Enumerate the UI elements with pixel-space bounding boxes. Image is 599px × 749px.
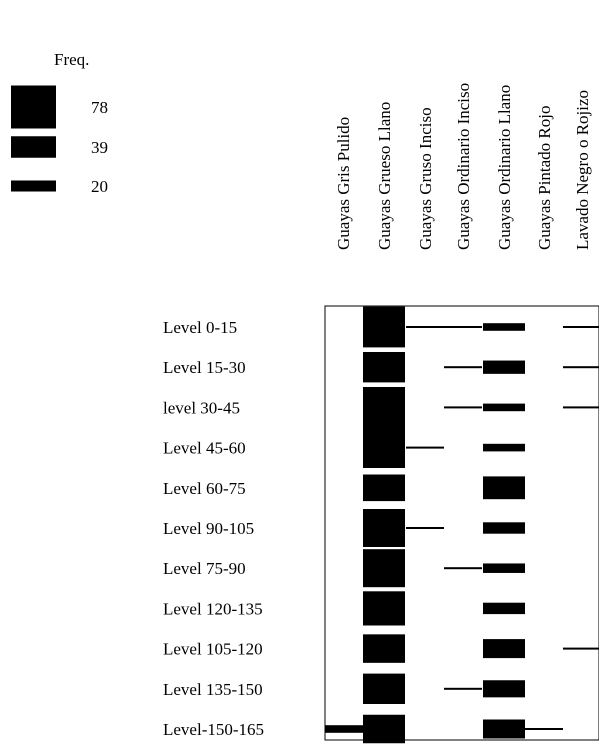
bar-level-135-150-guayas-ordinario-llano [483, 680, 525, 698]
bar-level-135-150-guayas-ordinario-inciso [444, 687, 482, 690]
column-labels: Guayas Gris Pulido Guayas Grueso Llano Gua… [334, 83, 592, 250]
bar-level-0-15-guayas-gruso-inciso [406, 326, 444, 328]
bar-level-30-45-guayas-ordinario-llano [483, 403, 525, 412]
bar-level-75-90-guayas-grueso-llano [363, 549, 405, 588]
row-label-level-15-30: Level 15-30 [163, 358, 246, 377]
bar-level-0-15-guayas-grueso-llano [363, 306, 405, 348]
bar-level-15-30-guayas-grueso-llano [363, 352, 405, 383]
row-label-level-30-45: level 30-45 [163, 398, 240, 417]
row-label-level-150-165: Level-150-165 [163, 720, 264, 739]
row-label-level-0-15: Level 0-15 [163, 318, 237, 337]
legend-label-78: 78 [91, 98, 108, 117]
bar-level-90-105-guayas-gruso-inciso [406, 527, 444, 529]
bar-level-15-30-guayas-ordinario-llano [483, 360, 525, 374]
bar-level-75-90-guayas-ordinario-inciso [444, 567, 482, 570]
bar-level-150-165-guayas-grueso-llano [363, 714, 405, 744]
column-label-lavado-negro-o-rojizo: Lavado Negro o Rojizo [573, 90, 592, 250]
bar-level-75-90-guayas-ordinario-llano [483, 563, 525, 573]
bar-level-90-105-guayas-grueso-llano [363, 509, 405, 547]
row-label-level-75-90: Level 75-90 [163, 559, 246, 578]
bar-level-120-135-guayas-grueso-llano [363, 591, 405, 626]
bar-level-60-75-guayas-ordinario-llano [483, 476, 525, 500]
chart-marks [325, 306, 599, 744]
bar-level-15-30-lavado-negro-o-rojizo [563, 366, 599, 369]
column-label-guayas-ordinario-llano: Guayas Ordinario Llano [495, 85, 514, 250]
bar-level-45-60-guayas-gruso-inciso [406, 446, 444, 449]
bar-level-45-60-guayas-ordinario-llano [483, 443, 525, 452]
row-labels: Level 0-15 Level 15-30 level 30-45 Level 45… [163, 318, 264, 739]
column-label-guayas-ordinario-inciso: Guayas Ordinario Inciso [454, 83, 473, 250]
legend: Freq. 78 39 20 [11, 50, 108, 196]
bar-level-150-165-guayas-gris-pulido [325, 725, 367, 733]
column-label-guayas-gris-pulido: Guayas Gris Pulido [334, 117, 353, 250]
legend-swatch-39 [11, 136, 56, 158]
bar-level-30-45-lavado-negro-o-rojizo [563, 406, 599, 409]
bar-level-45-60-guayas-grueso-llano [363, 427, 405, 468]
column-label-guayas-gruso-inciso: Guayas Gruso Inciso [416, 107, 435, 250]
row-label-level-135-150: Level 135-150 [163, 680, 263, 699]
plot-frame [324, 305, 599, 741]
row-label-level-120-135: Level 120-135 [163, 599, 263, 618]
row-label-level-105-120: Level 105-120 [163, 640, 263, 659]
bar-level-0-15-guayas-ordinario-llano [483, 323, 525, 331]
row-label-level-90-105: Level 90-105 [163, 519, 254, 538]
bar-level-135-150-guayas-grueso-llano [363, 673, 405, 704]
column-label-guayas-grueso-llano: Guayas Grueso Llano [375, 102, 394, 250]
bar-level-15-30-guayas-ordinario-inciso [444, 366, 482, 369]
bar-level-120-135-guayas-ordinario-llano [483, 602, 525, 615]
legend-title: Freq. [54, 50, 89, 69]
bar-level-60-75-guayas-grueso-llano [363, 474, 405, 502]
legend-label-39: 39 [91, 138, 108, 157]
row-label-level-60-75: Level 60-75 [163, 479, 246, 498]
legend-swatch-78 [11, 85, 56, 129]
row-label-level-45-60: Level 45-60 [163, 439, 246, 458]
bar-level-105-120-lavado-negro-o-rojizo [563, 647, 599, 650]
bar-level-150-165-guayas-ordinario-llano [483, 719, 525, 739]
column-label-guayas-pintado-rojo: Guayas Pintado Rojo [535, 106, 554, 251]
legend-swatch-20 [11, 180, 56, 192]
bar-level-30-45-guayas-ordinario-inciso [444, 406, 482, 409]
bar-level-150-165-guayas-pintado-rojo [525, 728, 563, 730]
bar-level-0-15-guayas-ordinario-inciso [444, 326, 482, 328]
bar-level-105-120-guayas-ordinario-llano [483, 639, 525, 659]
bar-level-90-105-guayas-ordinario-llano [483, 522, 525, 534]
legend-label-20: 20 [91, 177, 108, 196]
bar-level-0-15-lavado-negro-o-rojizo [563, 326, 599, 328]
bar-level-105-120-guayas-grueso-llano [363, 634, 405, 663]
bar-level-30-45-guayas-grueso-llano [363, 387, 405, 428]
